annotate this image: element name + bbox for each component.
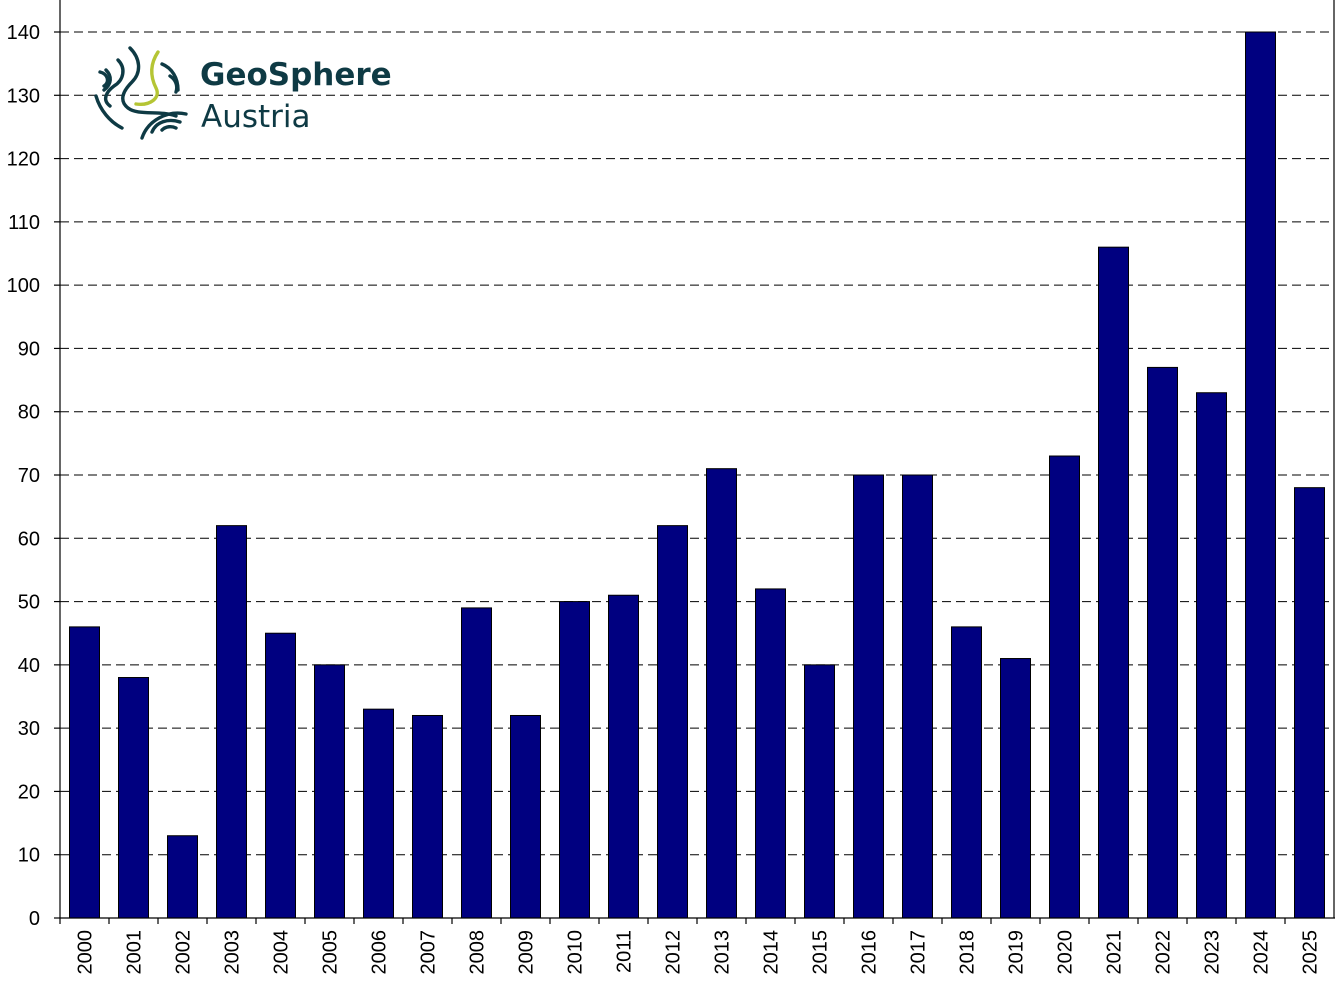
y-tick-label: 0 [29,908,40,930]
x-tick-label: 2016 [859,930,881,975]
bar-2021 [1098,246,1129,919]
y-tick-label: 40 [18,655,40,677]
bar-2006 [363,708,394,919]
x-tick-label: 2025 [1300,930,1322,975]
x-tick-label: 2024 [1251,930,1273,975]
x-tick-label: 2001 [124,930,146,975]
bar-2002 [167,835,198,919]
y-tick-label: 120 [7,149,40,171]
bar-2003 [216,525,247,919]
y-tick-label: 130 [7,85,40,107]
y-tick-label: 100 [7,275,40,297]
x-tick-label: 2002 [173,930,195,975]
x-tick-label: 2010 [565,930,587,975]
bar-2025 [1294,487,1325,919]
x-tick-label: 2007 [418,930,440,975]
bar-2000 [69,626,100,919]
bar-2011 [608,594,639,919]
x-tick-labels: 2000 2001 2002 2003 2004 2005 2006 2007 2008 2009… [59,918,1322,975]
x-tick-label: 2003 [222,930,244,975]
y-tick-label: 70 [18,465,40,487]
y-tick-label: 20 [18,781,40,803]
grid-lines [60,31,1334,856]
y-tick-label: 80 [18,402,40,424]
y-tick-label: 50 [18,592,40,614]
bar-2007 [412,714,443,919]
bar-2009 [510,714,541,919]
bar-2005 [314,664,345,919]
x-tick-label: 2018 [957,930,979,975]
x-tick-label: 2023 [1202,930,1224,975]
bar-2010 [559,601,590,919]
x-tick-label: 2000 [75,930,97,975]
x-tick-label: 2013 [712,930,734,975]
logo-emblem-icon [94,46,188,140]
y-tick-label: 110 [8,212,40,234]
x-tick-label: 2004 [271,930,293,975]
x-tick-label: 2017 [908,930,930,975]
y-tick-label: 10 [18,845,40,867]
logo-title: GeoSphere [200,57,392,93]
x-tick-label: 2006 [369,930,391,975]
y-tick-label: 60 [18,528,40,550]
x-tick-label: 2019 [1006,930,1028,975]
x-tick-label: 2009 [516,930,538,975]
x-tick-label: 2005 [320,930,342,975]
x-tick-label: 2020 [1055,930,1077,975]
y-tick-label: 30 [18,718,40,740]
geosphere-logo: GeoSphere Austria [94,46,392,140]
y-tick-label: 90 [18,338,40,360]
x-tick-label: 2015 [810,930,832,975]
x-tick-label: 2008 [467,930,489,975]
bar-2001 [118,677,149,919]
bar-2022 [1147,366,1178,919]
bar-2013 [706,468,737,919]
bar-2004 [265,632,296,919]
bar-2015 [804,664,835,919]
x-tick-label: 2012 [663,930,685,975]
bar-2017 [902,474,933,919]
x-tick-label: 2014 [761,930,783,975]
x-tick-label: 2021 [1104,930,1126,975]
logo-subtitle: Austria [201,99,311,135]
axes [59,0,1335,919]
bar-2014 [755,588,786,919]
bar-2018 [951,626,982,919]
y-tick-labels: 0 10 20 30 40 50 60 70 80 90 100 110 120 130 140 [7,22,60,930]
bar-2023 [1196,392,1227,919]
bar-2024 [1245,31,1276,919]
bar-2008 [461,607,492,919]
bar-2019 [1000,658,1031,919]
y-tick-label: 140 [7,22,40,44]
bar-2012 [657,525,688,919]
bar-2016 [853,474,884,919]
x-tick-label: 2011 [614,930,636,973]
bar-2020 [1049,455,1080,919]
bars [69,31,1325,919]
x-tick-label: 2022 [1153,930,1175,975]
